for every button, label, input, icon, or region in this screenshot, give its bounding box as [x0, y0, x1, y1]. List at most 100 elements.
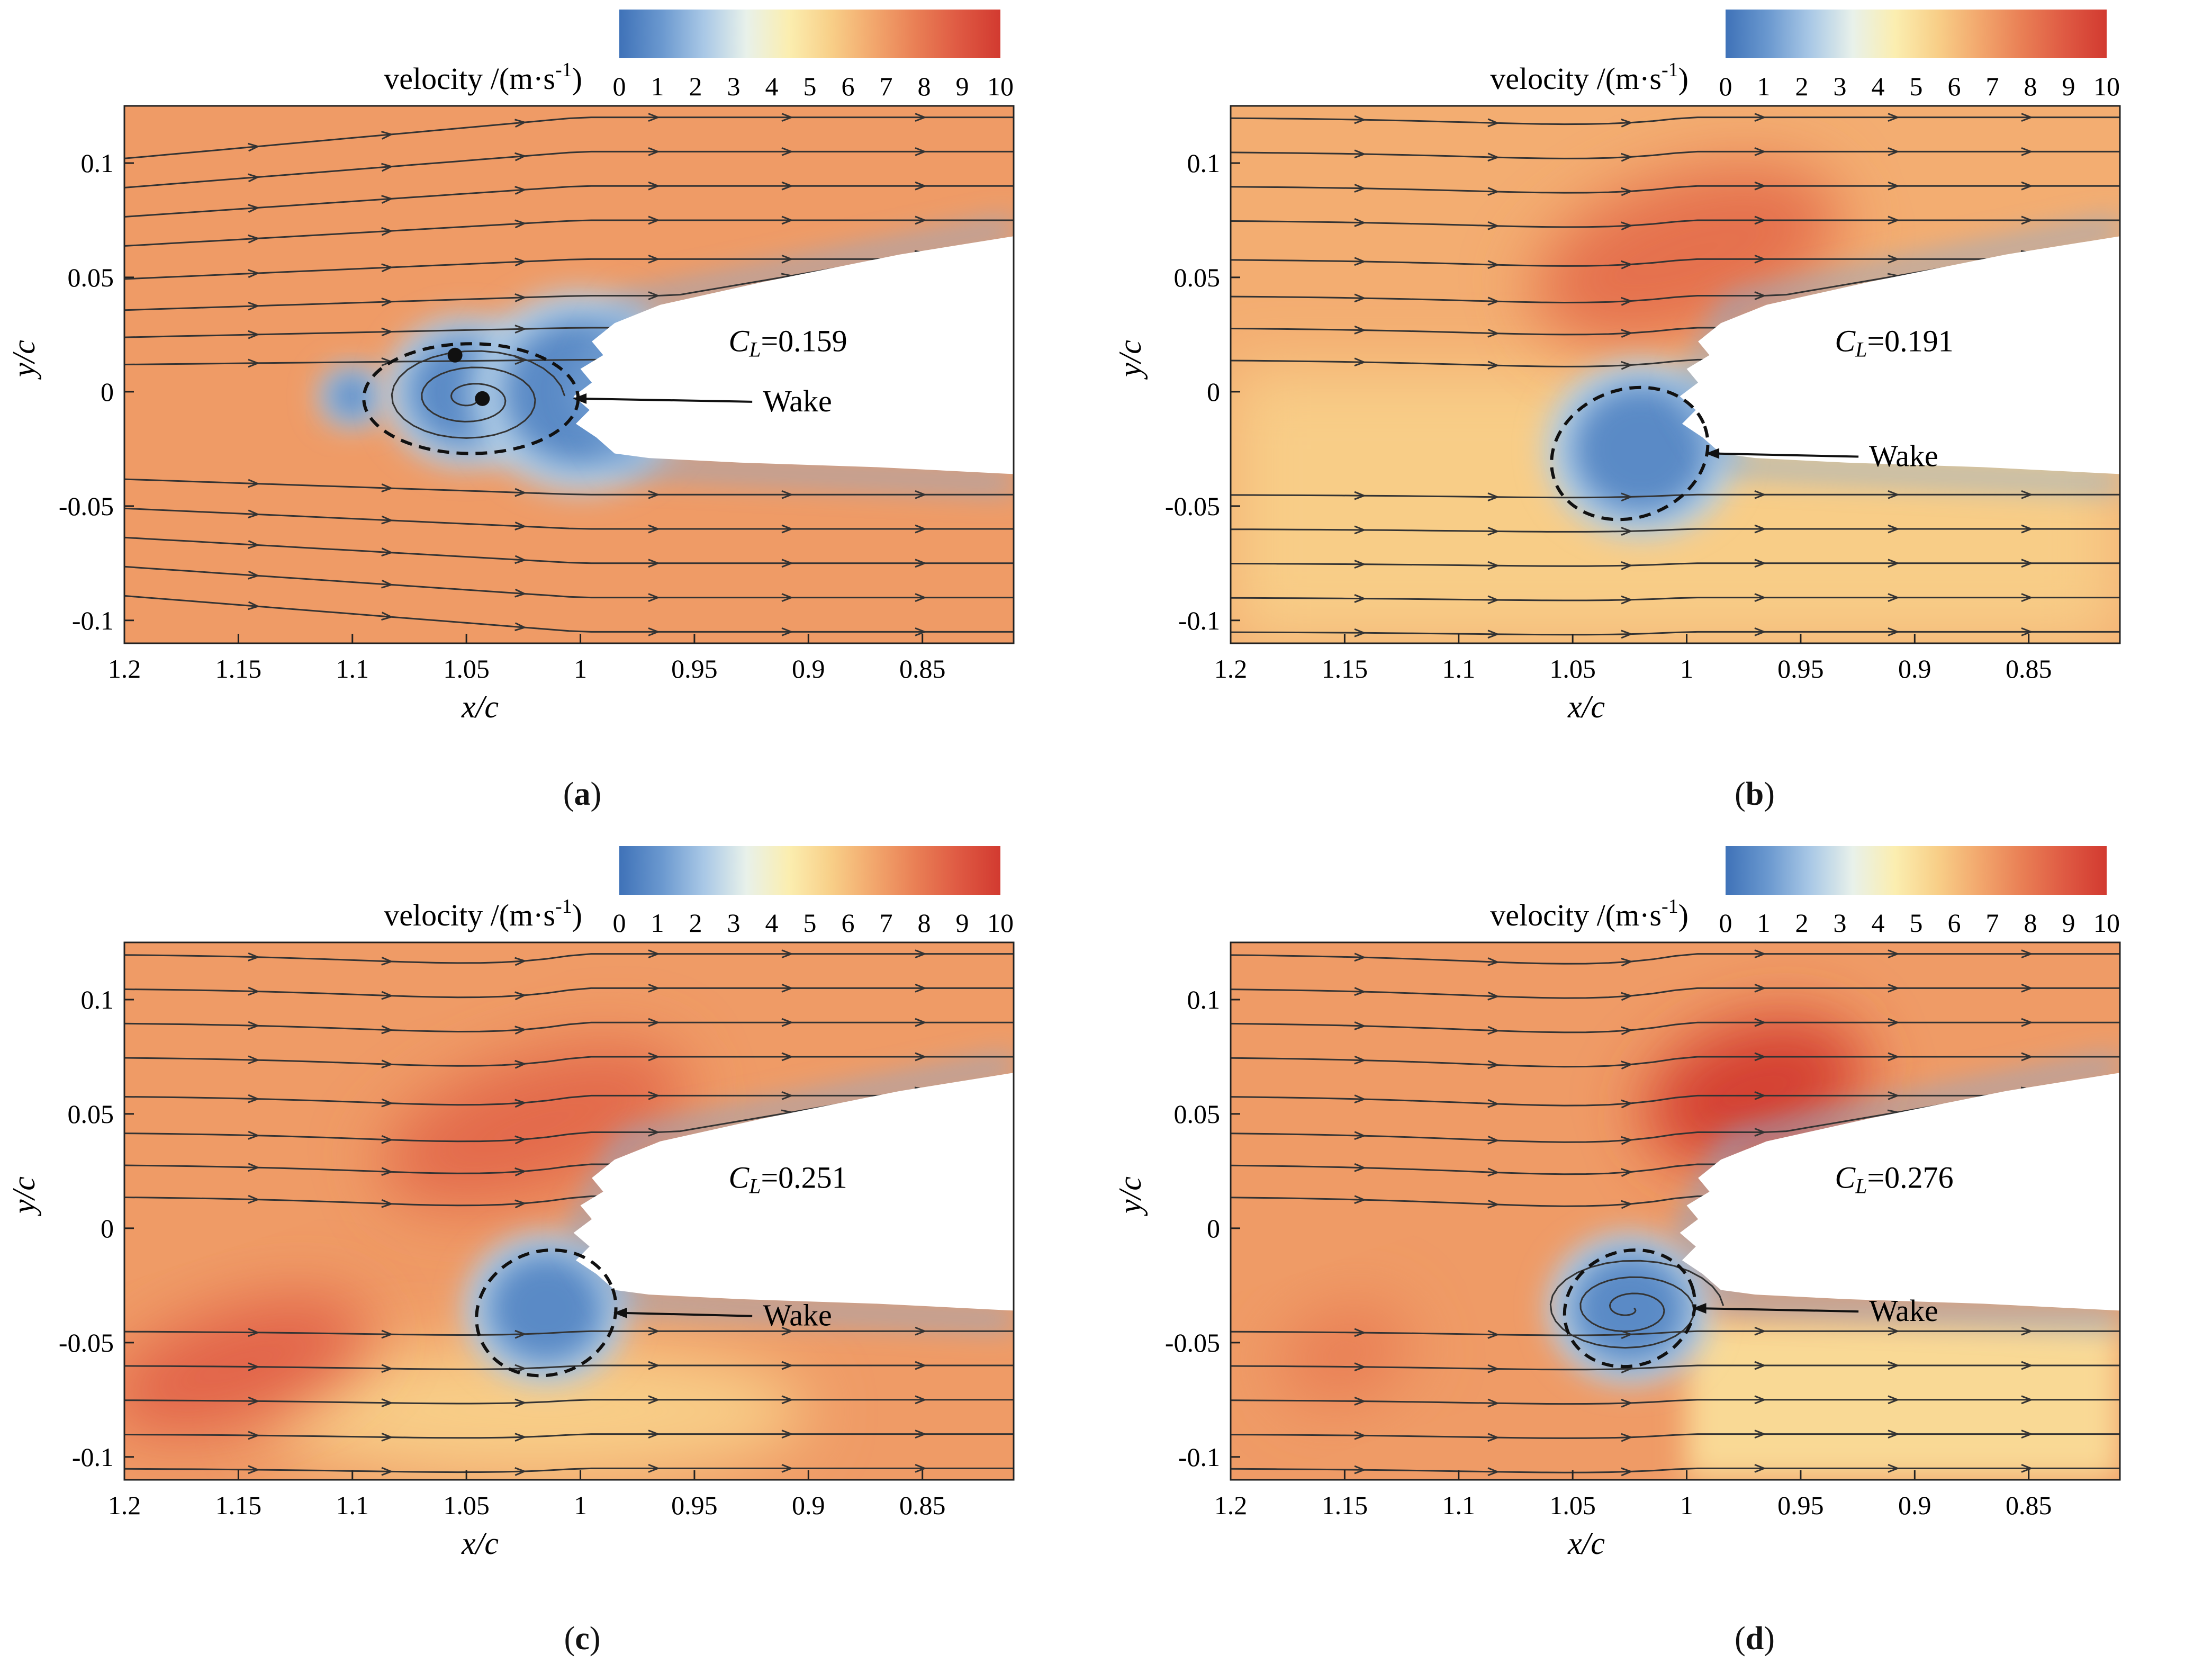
streamline-arrow — [381, 1398, 392, 1407]
streamline-arrow — [248, 1362, 258, 1371]
streamline-arrow — [248, 986, 258, 996]
streamline-arrow — [1754, 1361, 1765, 1370]
streamline-arrow — [1621, 957, 1631, 967]
streamline-arrow — [1487, 630, 1498, 639]
streamline-arrow — [915, 1464, 925, 1473]
streamline-arrow — [1354, 1163, 1365, 1172]
streamline-arrow — [1621, 527, 1631, 536]
streamline-arrow — [1487, 957, 1498, 966]
y-tick-label: 0 — [101, 1213, 114, 1243]
y-axis-label: y/c — [1113, 340, 1148, 380]
streamline-arrow — [1888, 147, 1898, 156]
streamline-arrow — [1621, 296, 1631, 306]
x-tick-label: 1.15 — [215, 1490, 262, 1520]
colorbar-tick-label: 9 — [2062, 908, 2075, 938]
colorbar-tick-label: 8 — [918, 71, 931, 101]
streamline-arrow — [648, 1464, 658, 1473]
streamline — [124, 536, 1014, 564]
streamline-arrow — [1354, 1021, 1365, 1030]
streamline-arrow — [381, 1098, 392, 1108]
x-axis-label: x/c — [1567, 689, 1605, 724]
streamline-arrow — [1354, 560, 1365, 569]
streamline-arrow — [648, 627, 658, 636]
streamline — [1231, 1433, 2120, 1439]
colorbar-tick-label: 0 — [1719, 71, 1732, 101]
x-tick-label: 0.85 — [899, 1490, 946, 1520]
colorbar-title: velocity /(m·s-1) — [1490, 895, 1689, 932]
colorbar-tick-label: 6 — [1948, 908, 1961, 938]
streamline-arrow — [514, 1398, 525, 1408]
streamline — [1231, 1073, 2120, 1107]
streamline-arrow — [915, 490, 925, 499]
x-tick-label: 0.95 — [671, 654, 718, 684]
streamline-arrow — [248, 173, 258, 183]
streamline-arrow — [381, 1329, 392, 1339]
chart-panel-b: 0 1 2 3 4 5 6 7 8 9 10 velocity /(m·s-1) 1.2 1.15 1.1 1… — [1106, 0, 2212, 837]
streamline-arrow — [1354, 1195, 1365, 1204]
streamline-arrow — [248, 142, 258, 152]
x-tick-label: 1.1 — [336, 654, 369, 684]
streamline-arrow — [781, 593, 792, 603]
streamline-arrow — [781, 627, 792, 636]
streamline-arrow — [248, 1163, 258, 1172]
colorbar-tick-label: 7 — [1986, 71, 1999, 101]
vortex-core — [447, 347, 463, 363]
colorbar-tick-label: 3 — [1834, 71, 1847, 101]
colorbar-tick-label: 7 — [880, 71, 893, 101]
streamline — [1231, 1399, 2120, 1405]
colorbar — [619, 846, 1000, 895]
streamline-arrow — [248, 1194, 258, 1204]
streamline-arrow — [1487, 561, 1498, 570]
streamline — [124, 1399, 1014, 1405]
streamline-arrow — [514, 325, 525, 334]
streamline-arrow — [648, 490, 658, 499]
streamline — [124, 1021, 1014, 1033]
chart-panel-d: 0 1 2 3 4 5 6 7 8 9 10 velocity /(m·s-1) 1.2 1.15 1.1 1… — [1106, 837, 2212, 1672]
streamline-arrow — [248, 301, 258, 311]
colorbar-tick-label: 9 — [956, 71, 969, 101]
streamline-arrow — [381, 163, 392, 172]
streamline-arrow — [2021, 559, 2032, 568]
streamline-arrow — [915, 1018, 925, 1027]
streamline-arrow — [1621, 221, 1631, 231]
streamline-arrow — [1888, 949, 1898, 958]
streamline-arrow — [1354, 1328, 1365, 1337]
wake-ellipse — [1563, 1248, 1696, 1369]
streamline-arrow — [1487, 1099, 1498, 1108]
streamline-arrow — [514, 119, 525, 128]
x-tick-label: 0.85 — [2006, 654, 2052, 684]
streamline — [124, 219, 1014, 247]
streamline-arrow — [381, 1199, 392, 1208]
streamline-arrow — [648, 1128, 658, 1137]
streamline-arrow — [1621, 561, 1631, 570]
plot-frame — [1230, 941, 2121, 1481]
vortex-swirl — [1549, 1260, 1725, 1349]
airfoil-body — [1680, 236, 2120, 474]
streamline-arrow — [1888, 113, 1898, 122]
streamline-arrow — [381, 227, 392, 236]
streamline — [1231, 237, 2120, 267]
streamline-arrow — [1888, 181, 1898, 191]
colorbar-tick-label: 5 — [1910, 71, 1923, 101]
streamline-arrow — [248, 952, 258, 961]
colorbar-tick-label: 5 — [803, 908, 817, 938]
streamline-arrow — [514, 1026, 525, 1035]
streamline-arrow — [1354, 952, 1365, 962]
colorbar-tick-label: 7 — [880, 908, 893, 938]
streamline-arrow — [381, 515, 392, 525]
streamline-arrow — [648, 1326, 658, 1336]
streamline-arrow — [915, 113, 925, 122]
streamline — [124, 565, 1014, 599]
streamline-arrow — [1487, 526, 1498, 536]
streamline — [1231, 493, 2120, 499]
streamline-arrow — [1754, 215, 1765, 225]
colorbar-tick-label: 5 — [803, 71, 817, 101]
colorbar-tick-label: 8 — [918, 908, 931, 938]
streamline-arrow — [1354, 594, 1365, 603]
streamline-arrow — [248, 509, 258, 519]
y-tick-label: 0.1 — [81, 148, 114, 178]
streamline-arrow — [1888, 1018, 1898, 1027]
colorbar-tick-label: 4 — [765, 908, 779, 938]
streamline-arrow — [1754, 1018, 1765, 1027]
